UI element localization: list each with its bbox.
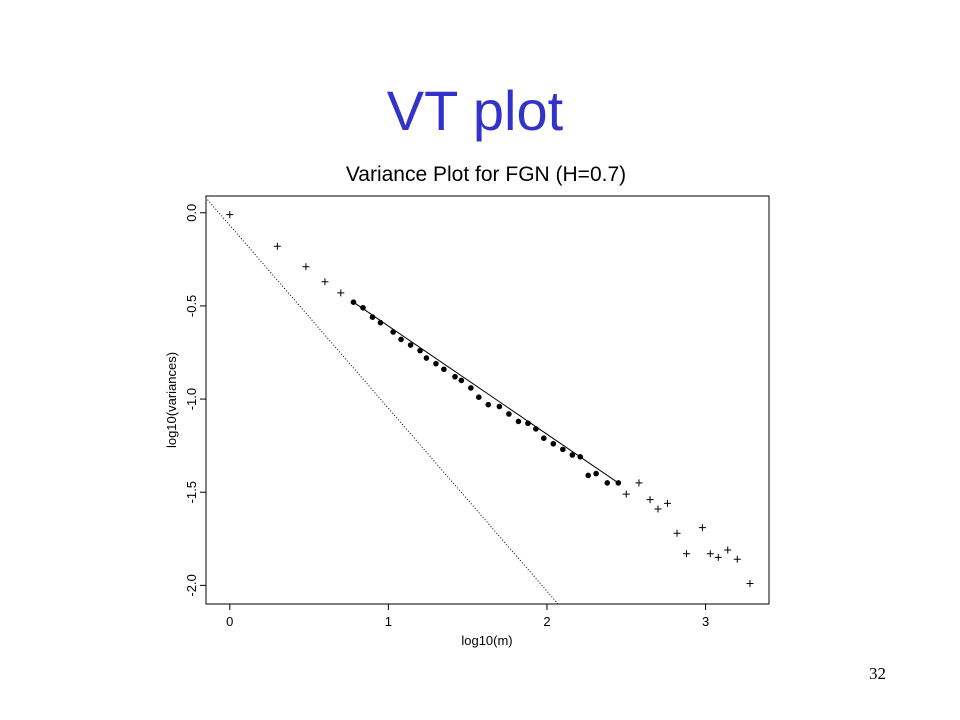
x-tick-label: 1 bbox=[385, 614, 392, 629]
data-point-plus bbox=[683, 550, 691, 558]
data-point-plus bbox=[724, 546, 732, 554]
data-point-plus bbox=[654, 505, 662, 513]
data-point-plus bbox=[273, 242, 281, 250]
data-point-dot bbox=[485, 401, 492, 408]
data-point-plus bbox=[706, 550, 714, 558]
data-point-dot bbox=[417, 347, 423, 354]
data-point-dot bbox=[458, 377, 465, 384]
data-point-plus bbox=[646, 496, 654, 504]
data-point-plus bbox=[635, 479, 643, 487]
fit-line bbox=[353, 301, 619, 484]
x-tick-label: 3 bbox=[702, 614, 709, 629]
data-point-dot bbox=[541, 435, 547, 441]
data-point-plus bbox=[302, 263, 310, 271]
data-point-plus bbox=[698, 524, 706, 532]
data-point-dot bbox=[533, 426, 539, 432]
data-point-dot bbox=[496, 403, 503, 410]
data-point-dot bbox=[468, 385, 474, 391]
data-point-dot bbox=[398, 336, 404, 343]
data-point-plus bbox=[226, 211, 234, 219]
data-point-dot bbox=[585, 472, 592, 479]
x-axis-label: log10(m) bbox=[461, 633, 512, 648]
y-tick-label: -1.0 bbox=[184, 388, 199, 410]
data-point-dot bbox=[615, 480, 622, 486]
data-point-dot bbox=[407, 342, 414, 348]
data-point-plus bbox=[337, 289, 345, 297]
y-tick-label: 0.0 bbox=[184, 204, 199, 222]
reference-line bbox=[207, 199, 559, 605]
data-point-plus bbox=[664, 499, 672, 507]
data-point-dot bbox=[506, 411, 512, 417]
plot-frame bbox=[205, 195, 770, 605]
x-tick-label: 0 bbox=[226, 614, 233, 629]
data-point-dot bbox=[577, 454, 584, 460]
data-point-plus bbox=[622, 490, 630, 498]
data-point-plus bbox=[321, 278, 329, 286]
data-point-plus bbox=[673, 529, 681, 537]
data-point-plus bbox=[733, 555, 741, 563]
data-point-dot bbox=[377, 319, 384, 326]
data-point-dot bbox=[369, 314, 376, 320]
data-point-dot bbox=[390, 329, 396, 335]
x-tick-label: 2 bbox=[543, 614, 550, 629]
data-point-plus bbox=[746, 580, 754, 588]
data-point-dot bbox=[550, 440, 557, 447]
y-tick-label: -1.5 bbox=[184, 481, 199, 503]
chart-content: 0 1 2 3 0.0 -0.5 -1.0 -1.5 -2.0 bbox=[184, 199, 754, 629]
data-point-dot bbox=[350, 299, 357, 305]
data-point-dot bbox=[441, 366, 447, 373]
data-point-dot bbox=[604, 480, 611, 486]
data-point-dot bbox=[423, 355, 430, 361]
data-point-dot bbox=[569, 452, 576, 458]
data-point-dot bbox=[433, 360, 439, 367]
chart-title: Variance Plot for FGN (H=0.7) bbox=[346, 163, 626, 186]
data-point-dot bbox=[560, 446, 566, 453]
y-axis-label: log10(variances) bbox=[164, 352, 179, 448]
data-point-dot bbox=[475, 394, 482, 401]
slide-title: VT plot bbox=[386, 79, 564, 142]
y-tick-label: -0.5 bbox=[184, 295, 199, 317]
data-point-dot bbox=[525, 420, 531, 427]
data-point-dot bbox=[452, 373, 458, 380]
page-number: 32 bbox=[869, 664, 886, 683]
data-point-dot bbox=[593, 470, 599, 477]
data-point-dot bbox=[515, 418, 522, 425]
data-point-plus bbox=[714, 553, 722, 561]
y-tick-label: -2.0 bbox=[184, 574, 199, 596]
data-point-dot bbox=[360, 304, 366, 311]
